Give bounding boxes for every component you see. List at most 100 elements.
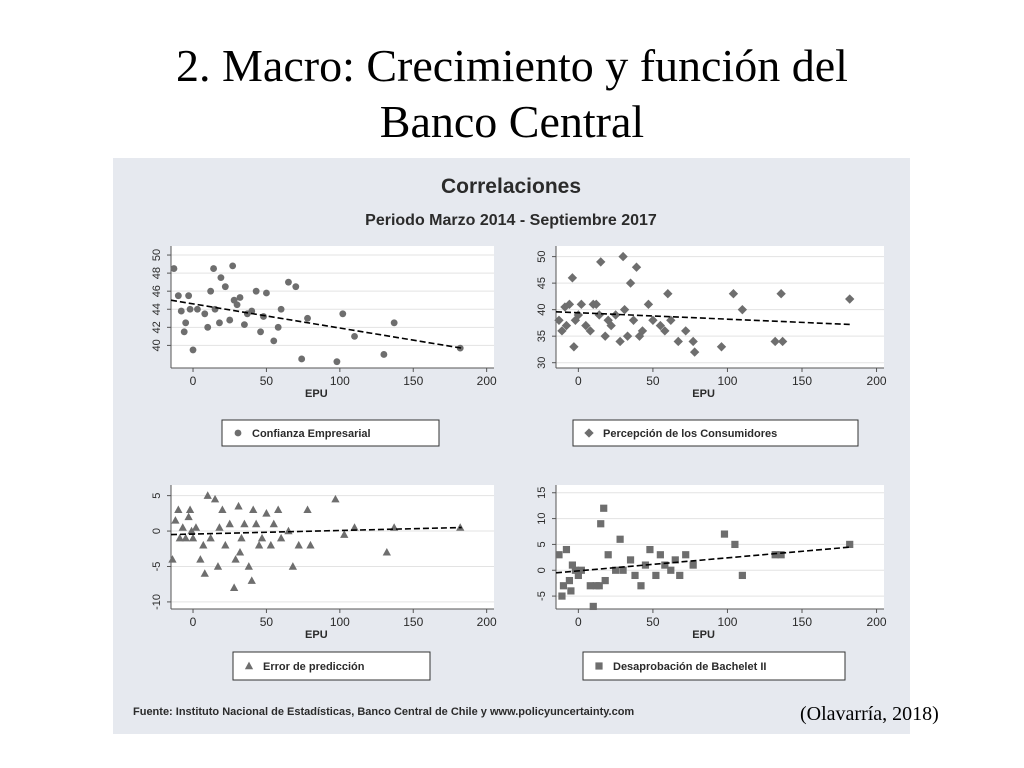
x-tick-label: 0	[575, 374, 582, 388]
data-point	[557, 326, 567, 336]
data-point	[565, 576, 574, 585]
scatter-panel-4: 0 50 100 150 200 -5 0 5 10 15 EPU Desaprobación de …	[536, 485, 887, 681]
data-point	[240, 519, 249, 528]
legend-box	[572, 419, 859, 447]
legend-box	[232, 651, 431, 681]
data-point	[182, 319, 190, 327]
legend-marker	[244, 661, 254, 670]
data-point	[263, 289, 270, 297]
data-point	[285, 278, 292, 286]
legend-label: Error de predicción	[263, 661, 365, 673]
legend-box	[221, 419, 440, 447]
data-point	[776, 289, 786, 299]
data-point	[350, 523, 359, 531]
data-point	[663, 289, 673, 299]
chart-figure: Correlaciones Periodo Marzo 2014 - Septi…	[113, 158, 910, 734]
data-point	[641, 561, 650, 569]
data-point	[618, 251, 628, 262]
data-point	[252, 519, 261, 528]
data-point	[174, 292, 182, 300]
data-point	[231, 555, 240, 563]
data-point	[221, 283, 229, 291]
data-point	[254, 540, 264, 549]
y-tick-label: 0	[151, 528, 163, 534]
data-point	[248, 307, 256, 315]
data-point	[199, 540, 208, 549]
data-point	[257, 533, 267, 542]
data-point	[269, 519, 278, 528]
y-tick-label: -5	[151, 562, 163, 572]
y-tick-label: 42	[151, 321, 163, 333]
data-point	[573, 310, 584, 320]
y-tick-label: 40	[536, 304, 548, 316]
data-point	[637, 326, 648, 336]
data-point	[274, 505, 283, 514]
x-tick-label: 150	[792, 374, 812, 388]
data-point	[589, 602, 597, 611]
data-point	[294, 540, 303, 549]
data-point	[229, 262, 237, 270]
data-point	[204, 323, 212, 331]
plot-area	[171, 485, 494, 609]
y-tick-label: 44	[151, 303, 163, 315]
data-point	[201, 310, 209, 318]
data-point	[211, 305, 219, 313]
data-point	[737, 304, 748, 315]
data-point	[622, 331, 633, 341]
data-point	[306, 540, 315, 549]
data-point	[213, 562, 223, 570]
data-point	[660, 326, 670, 336]
x-tick-label: 50	[646, 374, 660, 388]
data-point	[235, 547, 245, 556]
data-point	[586, 582, 594, 590]
x-tick-label: 150	[403, 615, 423, 629]
data-point	[631, 262, 642, 272]
fit-line	[170, 526, 462, 536]
data-point	[191, 523, 201, 531]
data-point	[177, 307, 185, 315]
y-tick-label: 46	[151, 285, 163, 297]
legend-marker	[595, 662, 603, 670]
y-tick-label: 40	[151, 339, 163, 351]
x-tick-label: 100	[330, 374, 350, 388]
data-point	[186, 305, 194, 313]
data-point	[597, 520, 605, 528]
citation: (Olavarría, 2018)	[800, 703, 939, 725]
data-point	[682, 551, 690, 559]
data-point	[240, 321, 248, 329]
data-point	[276, 533, 286, 542]
data-point	[215, 523, 224, 531]
x-tick-label: 50	[260, 615, 274, 629]
data-point	[637, 582, 645, 590]
figure-subtitle: Periodo Marzo 2014 - Septiembre 2017	[365, 212, 657, 229]
y-tick-label: 15	[536, 487, 548, 499]
x-tick-label: 150	[403, 374, 423, 388]
data-point	[643, 299, 654, 310]
x-tick-label: 50	[260, 374, 274, 388]
data-point	[203, 491, 212, 499]
data-point	[770, 336, 780, 347]
data-point	[661, 561, 669, 569]
y-tick-label: 50	[151, 249, 163, 261]
data-point	[333, 358, 341, 366]
data-point	[178, 523, 187, 531]
data-point	[262, 509, 271, 517]
data-point	[612, 566, 620, 574]
data-point	[681, 326, 691, 336]
data-point	[625, 278, 636, 288]
data-point	[616, 535, 624, 543]
data-point	[568, 561, 576, 569]
plot-area	[556, 485, 884, 609]
data-point	[303, 505, 312, 514]
data-point	[217, 274, 225, 282]
data-point	[571, 566, 579, 574]
data-point	[229, 583, 239, 591]
x-tick-label: 100	[717, 374, 737, 388]
data-point	[731, 540, 739, 549]
data-point	[298, 355, 306, 363]
data-point	[652, 571, 660, 580]
chart-canvas: Correlaciones Periodo Marzo 2014 - Septi…	[133, 175, 887, 718]
data-point	[738, 571, 746, 580]
y-tick-label: 50	[536, 250, 548, 262]
